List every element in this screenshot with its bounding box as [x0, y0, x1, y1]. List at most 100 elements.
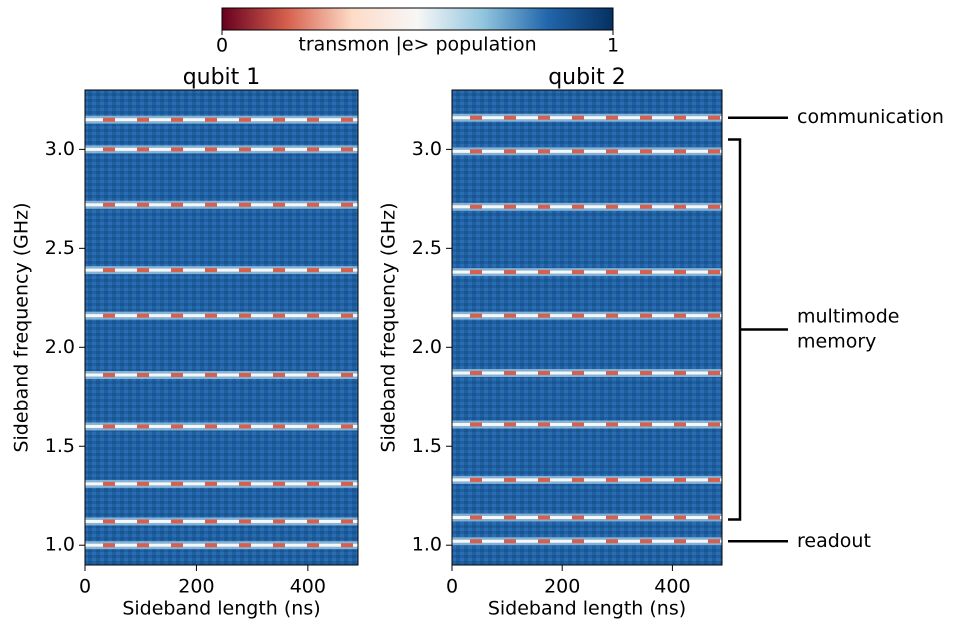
resonance-dash	[572, 371, 584, 376]
resonance-dash	[205, 313, 217, 318]
resonance-dash	[103, 424, 115, 429]
resonance-dash	[205, 202, 217, 207]
resonance-dash	[307, 313, 319, 318]
resonance-dash	[171, 543, 183, 548]
x-tick-label: 0	[446, 576, 458, 598]
resonance-dash	[708, 477, 720, 482]
resonance-dash	[470, 422, 482, 427]
colorbar-label: transmon |e> population	[298, 34, 536, 56]
resonance-dash	[103, 373, 115, 377]
resonance	[452, 475, 722, 484]
annotation: multimode	[797, 305, 899, 327]
resonance-dash	[171, 424, 183, 429]
resonance-dash	[239, 268, 251, 273]
resonance-dash	[708, 270, 720, 275]
resonance-dash	[273, 313, 285, 318]
resonance	[452, 420, 722, 429]
resonance-dash	[538, 270, 550, 275]
resonance-dash	[470, 539, 482, 544]
y-tick-label: 3.0	[412, 138, 442, 160]
resonance-core	[85, 118, 358, 122]
resonance-core	[85, 203, 358, 207]
resonance-core	[85, 543, 358, 547]
resonance-dash	[273, 519, 285, 524]
resonance-dash	[708, 313, 720, 318]
resonance	[85, 200, 358, 209]
resonance-dash	[606, 422, 618, 427]
resonance-dash	[640, 115, 652, 120]
resonance-core	[452, 539, 722, 543]
resonance-core	[85, 147, 358, 151]
y-axis-label: Sideband frequency (GHz)	[378, 202, 400, 452]
resonance-dash	[640, 313, 652, 318]
resonance-dash	[538, 115, 550, 120]
resonance-dash	[504, 149, 516, 154]
heatmap-bg	[452, 90, 722, 565]
resonance-dash	[171, 202, 183, 207]
resonance-dash	[640, 422, 652, 427]
plot-frame	[451, 89, 723, 566]
resonance-dash	[606, 539, 618, 544]
resonance-dash	[504, 515, 516, 520]
resonance	[85, 371, 358, 379]
resonance-dash	[640, 477, 652, 482]
resonance-dash	[103, 519, 115, 524]
y-tick-label: 2.0	[45, 336, 75, 358]
resonance-dash	[171, 268, 183, 273]
resonance-dash	[606, 204, 618, 209]
resonance-dash	[572, 204, 584, 209]
resonance-dash	[674, 371, 686, 376]
x-axis-label: Sideband length (ns)	[122, 598, 320, 620]
y-tick-label: 1.5	[412, 435, 442, 457]
resonance-dash	[273, 268, 285, 273]
resonance-dash	[137, 117, 149, 122]
resonance-dash	[307, 543, 319, 548]
resonance	[452, 311, 722, 320]
annotation: readout	[797, 530, 871, 552]
resonance-dash	[606, 515, 618, 520]
resonance-core	[452, 371, 722, 375]
resonance-dash	[606, 149, 618, 154]
resonance-dash	[606, 270, 618, 275]
x-tick-label: 200	[178, 576, 214, 598]
resonance-dash	[205, 481, 217, 486]
resonance-core	[452, 116, 722, 120]
resonance	[85, 422, 358, 431]
resonance-dash	[674, 149, 686, 154]
resonance-dash	[708, 539, 720, 544]
resonance	[85, 115, 358, 124]
resonance-dash	[103, 202, 115, 207]
resonance-dash	[572, 149, 584, 154]
resonance-dash	[504, 313, 516, 318]
resonance-dash	[239, 117, 251, 122]
resonance-dash	[103, 313, 115, 318]
x-tick-label: 400	[654, 576, 690, 598]
resonance-dash	[205, 424, 217, 429]
resonance-dash	[341, 543, 353, 548]
resonance-core	[452, 314, 722, 318]
y-tick-label: 1.5	[45, 435, 75, 457]
resonance-dash	[470, 115, 482, 120]
resonance	[452, 513, 722, 522]
panel-title: qubit 1	[183, 65, 261, 90]
resonance	[85, 266, 358, 275]
resonance-dash	[606, 477, 618, 482]
resonance-core	[85, 268, 358, 272]
resonance-dash	[103, 543, 115, 548]
x-tick-label: 0	[79, 576, 91, 598]
resonance-dash	[171, 373, 183, 377]
resonance-dash	[606, 313, 618, 318]
resonance-dash	[470, 313, 482, 318]
resonance-dash	[538, 313, 550, 318]
annotation: communication	[797, 106, 944, 128]
resonance	[452, 147, 722, 156]
y-tick-label: 2.0	[412, 336, 442, 358]
resonance-dash	[239, 373, 251, 377]
resonance-dash	[606, 115, 618, 120]
resonance-dash	[341, 268, 353, 273]
resonance-dash	[504, 539, 516, 544]
resonance-dash	[572, 422, 584, 427]
resonance-dash	[205, 543, 217, 548]
resonance-dash	[137, 373, 149, 377]
